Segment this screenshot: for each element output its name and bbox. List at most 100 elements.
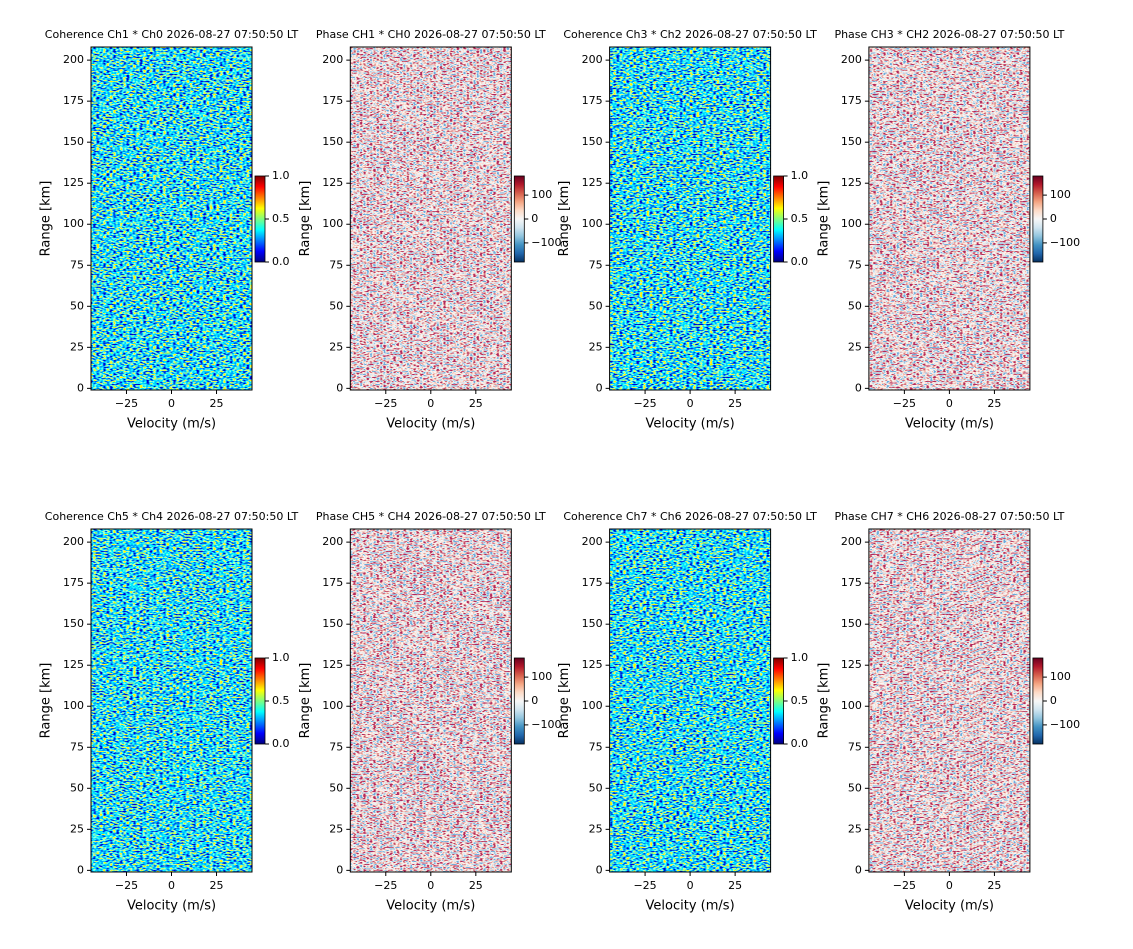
- y-tick-label: 100: [582, 699, 603, 712]
- x-tick-label: 0: [687, 879, 694, 892]
- colorbar: [773, 175, 784, 263]
- y-tick-label: 25: [329, 822, 343, 835]
- colorbar: [254, 175, 266, 263]
- colorbar-tick-label: 1.0: [791, 169, 809, 182]
- x-tick-label: 0: [946, 879, 953, 892]
- y-tick-label: 150: [63, 135, 84, 148]
- y-tick-label: 175: [63, 576, 84, 589]
- y-tick-label: 75: [329, 740, 343, 753]
- x-axis-label: Velocity (m/s): [905, 417, 994, 432]
- panel-title: Coherence Ch7 * Ch6 2026-08-27 07:50:50 …: [563, 510, 817, 523]
- y-tick-label: 175: [841, 94, 862, 107]
- y-tick-label: 150: [582, 617, 603, 630]
- x-tick-label: 25: [987, 879, 1001, 892]
- y-tick-label: 100: [322, 699, 343, 712]
- colorbar-tick-label: 0: [531, 694, 538, 707]
- y-tick-label: 25: [848, 822, 862, 835]
- colorbar-tick-label: 1.0: [791, 651, 809, 664]
- y-tick-label: 150: [322, 617, 343, 630]
- x-tick-label: 25: [210, 397, 224, 410]
- y-tick-label: 125: [322, 176, 343, 189]
- x-tick-label: −25: [633, 397, 656, 410]
- x-axis-label: Velocity (m/s): [646, 417, 735, 432]
- y-tick-label: 200: [582, 53, 603, 66]
- y-tick-label: 0: [596, 381, 603, 394]
- y-tick-label: 0: [77, 381, 84, 394]
- y-tick-label: 75: [589, 740, 603, 753]
- y-tick-label: 0: [855, 863, 862, 876]
- y-tick-label: 100: [322, 217, 343, 230]
- panel-title: Coherence Ch5 * Ch4 2026-08-27 07:50:50 …: [45, 510, 299, 523]
- y-tick-label: 200: [63, 535, 84, 548]
- heatmap: [91, 47, 252, 390]
- y-tick-label: 0: [336, 863, 343, 876]
- y-axis-label: Range [km]: [557, 181, 572, 257]
- colorbar-tick-label: 0.0: [791, 737, 809, 750]
- colorbar-tick-label: −100: [1050, 236, 1080, 249]
- x-axis-label: Velocity (m/s): [127, 899, 216, 914]
- y-tick-label: 125: [63, 658, 84, 671]
- y-tick-label: 175: [582, 576, 603, 589]
- y-tick-label: 200: [841, 535, 862, 548]
- y-tick-label: 75: [848, 258, 862, 271]
- y-tick-label: 75: [329, 258, 343, 271]
- colorbar-tick-label: 1.0: [272, 169, 290, 182]
- y-tick-label: 75: [589, 258, 603, 271]
- y-axis-label: Range [km]: [298, 663, 313, 739]
- y-tick-label: 50: [848, 781, 862, 794]
- panel-title: Phase CH7 * CH6 2026-08-27 07:50:50 LT: [834, 510, 1064, 523]
- colorbar-tick-label: 0.5: [272, 212, 290, 225]
- heatmap: [350, 47, 512, 390]
- y-axis-label: Range [km]: [39, 663, 54, 739]
- x-tick-label: −25: [633, 879, 656, 892]
- y-tick-label: 25: [589, 340, 603, 353]
- y-tick-label: 175: [582, 94, 603, 107]
- x-tick-label: 25: [728, 879, 742, 892]
- colorbar-tick-label: 100: [1050, 188, 1071, 201]
- y-tick-label: 150: [841, 617, 862, 630]
- y-tick-label: 50: [70, 781, 84, 794]
- colorbar-tick-label: 100: [531, 188, 552, 201]
- y-tick-label: 0: [77, 863, 84, 876]
- heatmap: [350, 529, 512, 872]
- y-tick-label: 100: [63, 217, 84, 230]
- x-tick-label: 25: [987, 397, 1001, 410]
- y-tick-label: 25: [70, 822, 84, 835]
- x-axis-label: Velocity (m/s): [386, 899, 475, 914]
- y-tick-label: 25: [70, 340, 84, 353]
- colorbar: [513, 175, 525, 263]
- colorbar-tick-label: 0.5: [272, 694, 290, 707]
- y-axis-label: Range [km]: [298, 181, 313, 257]
- colorbar: [513, 657, 525, 745]
- x-tick-label: 25: [469, 397, 483, 410]
- x-tick-label: 0: [946, 397, 953, 410]
- x-axis-label: Velocity (m/s): [646, 899, 735, 914]
- panel-title: Phase CH3 * CH2 2026-08-27 07:50:50 LT: [834, 28, 1064, 41]
- y-axis-label: Range [km]: [557, 663, 572, 739]
- colorbar-tick-label: 0: [1050, 212, 1057, 225]
- x-axis-label: Velocity (m/s): [905, 899, 994, 914]
- y-axis-label: Range [km]: [816, 181, 831, 257]
- y-tick-label: 25: [589, 822, 603, 835]
- y-tick-label: 125: [63, 176, 84, 189]
- y-tick-label: 100: [841, 217, 862, 230]
- y-tick-label: 150: [63, 617, 84, 630]
- y-tick-label: 100: [841, 699, 862, 712]
- x-tick-label: −25: [115, 397, 138, 410]
- y-tick-label: 175: [841, 576, 862, 589]
- y-tick-label: 50: [589, 781, 603, 794]
- colorbar-tick-label: 100: [1050, 670, 1071, 683]
- x-tick-label: 25: [728, 397, 742, 410]
- y-tick-label: 150: [322, 135, 343, 148]
- colorbar: [773, 657, 784, 745]
- x-tick-label: 25: [210, 879, 224, 892]
- x-tick-label: −25: [893, 879, 916, 892]
- y-tick-label: 150: [582, 135, 603, 148]
- y-tick-label: 100: [63, 699, 84, 712]
- y-tick-label: 125: [841, 658, 862, 671]
- y-tick-label: 200: [322, 535, 343, 548]
- colorbar-tick-label: −100: [1050, 718, 1080, 731]
- y-tick-label: 25: [848, 340, 862, 353]
- y-tick-label: 125: [582, 176, 603, 189]
- colorbar: [1032, 657, 1044, 745]
